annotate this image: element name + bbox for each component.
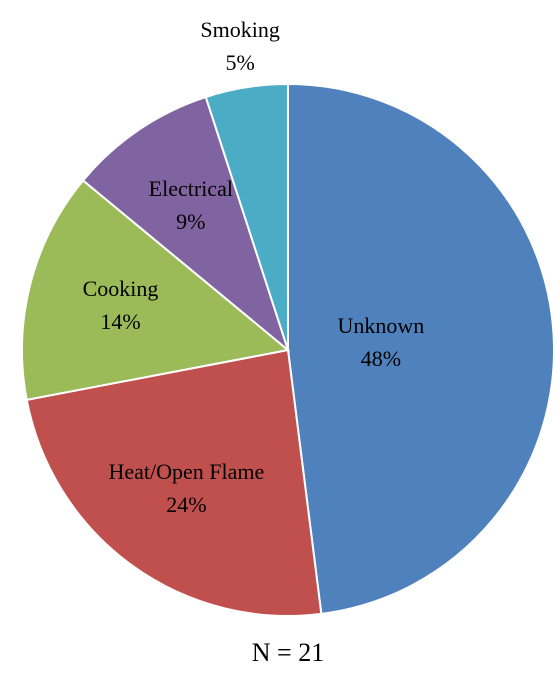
- slice-label: Cooking: [83, 276, 159, 301]
- slice-value-label: 24%: [166, 492, 206, 517]
- slice-value-label: 14%: [100, 309, 140, 334]
- pie-slice: [204, 82, 289, 351]
- slice-value-label: 48%: [361, 346, 401, 371]
- annotation: N = 21: [252, 638, 324, 667]
- pie-slice: [81, 95, 291, 353]
- slice-label: Unknown: [338, 313, 425, 338]
- pie-slice: [287, 82, 555, 616]
- slice-label: Heat/Open Flame: [108, 459, 264, 484]
- slice-value-label: 5%: [225, 50, 254, 75]
- pie-slice: [21, 179, 291, 402]
- slice-value-label: 9%: [176, 209, 205, 234]
- pie-slice: [25, 348, 323, 617]
- slice-label: Smoking: [200, 17, 279, 42]
- slice-label: Electrical: [149, 176, 233, 201]
